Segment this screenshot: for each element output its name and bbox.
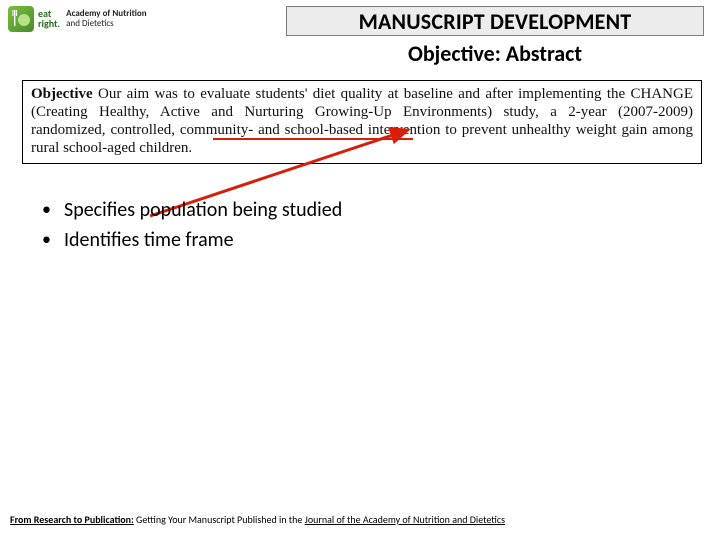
- logo-mark: [8, 6, 34, 32]
- bullet-text: Identifies time frame: [64, 228, 234, 252]
- excerpt-label: Objective: [31, 86, 93, 102]
- footer-citation: From Research to Publication: Getting Yo…: [10, 513, 710, 526]
- slide-title: MANUSCRIPT DEVELOPMENT: [359, 8, 632, 35]
- footer-rest-a: Getting Your Manuscript Published in the: [134, 513, 305, 526]
- brand-logo: eat right. Academy of Nutrition and Diet…: [8, 6, 147, 32]
- bullet-list: Specifies population being studied Ident…: [42, 198, 342, 258]
- fork-apple-icon: [10, 8, 32, 30]
- bullet-text: Specifies population being studied: [64, 198, 342, 222]
- logo-org-line2: and Dietetics: [66, 19, 146, 29]
- excerpt-body: Our aim was to evaluate students' diet q…: [31, 86, 693, 156]
- slide-subtitle: Objective: Abstract: [286, 40, 704, 67]
- footer-journal: Journal of the Academy of Nutrition and …: [305, 513, 505, 526]
- logo-org: Academy of Nutrition and Dietetics: [66, 9, 146, 29]
- logo-line2: right.: [38, 19, 60, 29]
- logo-wordmark: eat right.: [38, 9, 60, 29]
- excerpt-text: Objective Our aim was to evaluate studen…: [31, 85, 693, 157]
- slide: eat right. Academy of Nutrition and Diet…: [0, 0, 720, 540]
- list-item: Specifies population being studied: [42, 198, 342, 222]
- list-item: Identifies time frame: [42, 228, 342, 252]
- footer-prefix: From Research to Publication:: [10, 513, 134, 526]
- excerpt-box: Objective Our aim was to evaluate studen…: [22, 80, 702, 164]
- title-bar: MANUSCRIPT DEVELOPMENT: [286, 6, 704, 36]
